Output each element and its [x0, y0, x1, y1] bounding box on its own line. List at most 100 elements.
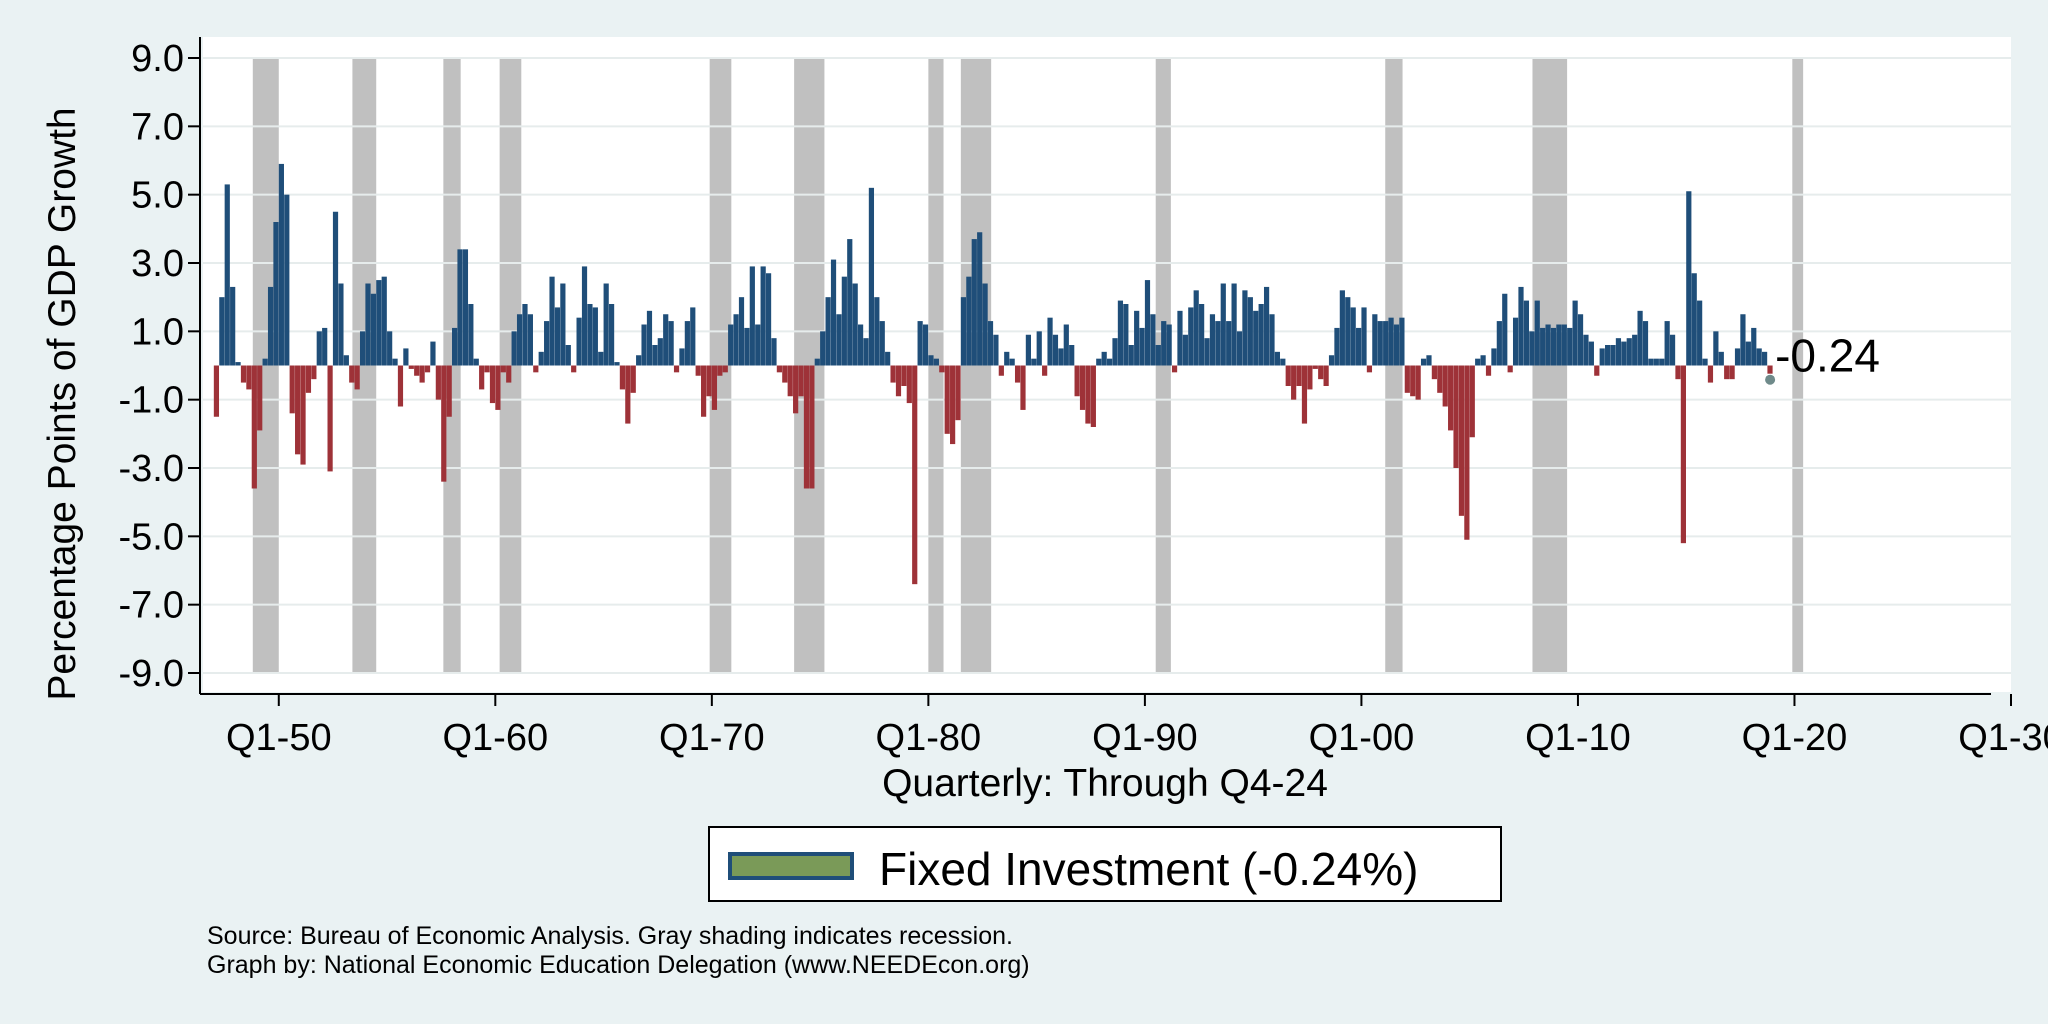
- bar: [1588, 341, 1594, 366]
- bar: [327, 365, 333, 472]
- legend-swatch: [728, 852, 854, 880]
- bar: [1226, 321, 1232, 366]
- bar: [841, 276, 847, 366]
- bar: [1150, 314, 1156, 366]
- bar: [722, 365, 728, 373]
- bar: [1258, 304, 1264, 366]
- bar: [901, 365, 907, 386]
- bar: [749, 266, 755, 366]
- bar: [419, 365, 425, 383]
- y-tick-label: -7.0: [119, 585, 184, 627]
- x-tick-label: Q1-50: [226, 717, 332, 759]
- bar: [587, 304, 593, 366]
- bar: [1107, 358, 1113, 366]
- bar: [284, 194, 290, 366]
- bar: [414, 365, 420, 376]
- x-tick-label: Q1-00: [1309, 717, 1415, 759]
- bar: [939, 365, 945, 373]
- bar: [912, 365, 918, 585]
- x-tick-label: Q1-70: [659, 717, 765, 759]
- bar: [349, 365, 355, 383]
- bar: [668, 321, 674, 366]
- bar: [1383, 321, 1389, 366]
- bar: [1745, 341, 1751, 366]
- bar: [1323, 365, 1329, 386]
- bar-series: [213, 163, 1773, 585]
- bar: [1545, 324, 1551, 366]
- last-value-marker: [1765, 374, 1776, 385]
- bar: [820, 331, 826, 366]
- bar: [1253, 310, 1259, 366]
- bar: [1263, 286, 1270, 366]
- bar: [1242, 290, 1248, 366]
- bar: [701, 365, 707, 417]
- bar: [1356, 327, 1362, 366]
- bar: [1691, 273, 1697, 366]
- bar: [359, 331, 366, 366]
- y-tick-label: 7.0: [131, 106, 184, 148]
- bar: [1334, 327, 1340, 366]
- bar: [246, 365, 252, 390]
- bar: [1220, 283, 1226, 366]
- bar: [1144, 280, 1151, 366]
- bar: [744, 327, 750, 366]
- bar: [1550, 327, 1557, 366]
- bar: [1117, 300, 1124, 366]
- bar: [1014, 365, 1021, 383]
- bar: [408, 365, 414, 369]
- bar: [776, 365, 782, 373]
- bar: [1475, 358, 1481, 366]
- bar: [1523, 300, 1530, 366]
- bar: [1437, 365, 1443, 393]
- bar: [305, 365, 312, 393]
- bar: [387, 331, 393, 366]
- bar: [1615, 338, 1622, 366]
- bar: [1761, 351, 1768, 366]
- bar: [1669, 334, 1676, 366]
- bar: [1269, 314, 1275, 366]
- bar: [495, 365, 501, 410]
- bar: [1502, 293, 1508, 366]
- bar: [576, 317, 582, 366]
- y-tick-label: -9.0: [119, 653, 184, 695]
- bar: [533, 365, 539, 373]
- bar: [922, 324, 929, 366]
- bar: [240, 365, 247, 383]
- bar: [1161, 321, 1167, 366]
- bar: [1707, 365, 1714, 383]
- bar: [625, 365, 631, 424]
- bar: [468, 304, 474, 366]
- bar: [1112, 338, 1118, 366]
- bar: [1621, 341, 1627, 366]
- bar: [630, 365, 636, 393]
- bar: [803, 365, 810, 489]
- bar: [1031, 358, 1037, 366]
- x-tick-label: Q1-10: [1525, 717, 1631, 759]
- bar: [230, 286, 236, 366]
- bar: [1415, 365, 1421, 400]
- bar: [1491, 348, 1497, 366]
- bar: [1485, 365, 1492, 376]
- bar: [1361, 307, 1367, 366]
- bar: [798, 365, 804, 397]
- bar: [430, 341, 436, 366]
- bar: [1063, 324, 1069, 366]
- bar: [1366, 365, 1373, 373]
- bar: [262, 358, 268, 366]
- bar: [603, 283, 609, 366]
- bar: [1134, 310, 1140, 366]
- bar: [641, 324, 647, 366]
- bar: [332, 211, 339, 366]
- bar: [782, 365, 788, 383]
- bar: [944, 365, 950, 434]
- bar: [370, 293, 377, 366]
- bar: [343, 355, 349, 366]
- bar: [1577, 314, 1584, 366]
- bar: [711, 365, 718, 410]
- bar: [1420, 358, 1427, 366]
- bar: [1155, 345, 1161, 366]
- bar: [1350, 307, 1356, 366]
- bar: [435, 365, 441, 400]
- x-axis-ticks: Q1-50 Q1-60 Q1-70 Q1-80 Q1-90 Q1-00 Q1-10 Q1-20…: [226, 694, 2048, 759]
- bar: [1729, 365, 1735, 380]
